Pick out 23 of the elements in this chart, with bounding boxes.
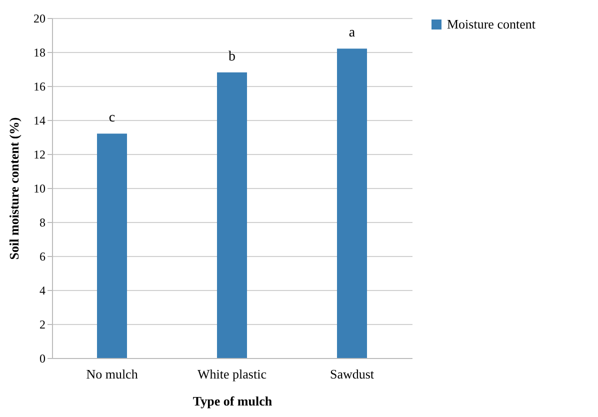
y-tick-label: 8	[40, 216, 46, 230]
x-tick-label: Sawdust	[330, 366, 374, 382]
y-tick-label: 14	[34, 114, 46, 128]
y-tick-label: 10	[34, 182, 46, 196]
y-tick-label: 16	[34, 80, 46, 94]
x-axis-title: Type of mulch	[192, 394, 273, 408]
annotation: b	[228, 49, 236, 64]
bar	[337, 48, 367, 358]
y-axis-title: Soil moisture content (%)	[6, 117, 22, 260]
bar	[217, 72, 247, 358]
y-tick-label: 0	[40, 352, 46, 366]
y-tick-label: 6	[40, 250, 46, 264]
y-tick-label: 2	[40, 318, 46, 332]
x-tick-label: No mulch	[86, 366, 138, 382]
y-tick-label: 4	[40, 284, 46, 298]
annotation: a	[348, 26, 356, 41]
x-tick-label: White plastic	[198, 366, 267, 382]
y-tick-label: 20	[34, 12, 46, 26]
y-tick-label: 18	[34, 46, 46, 60]
y-tick-label: 12	[34, 148, 46, 162]
legend-label: Moisture content	[447, 16, 536, 32]
annotation: c	[108, 110, 116, 126]
bar	[97, 134, 127, 358]
